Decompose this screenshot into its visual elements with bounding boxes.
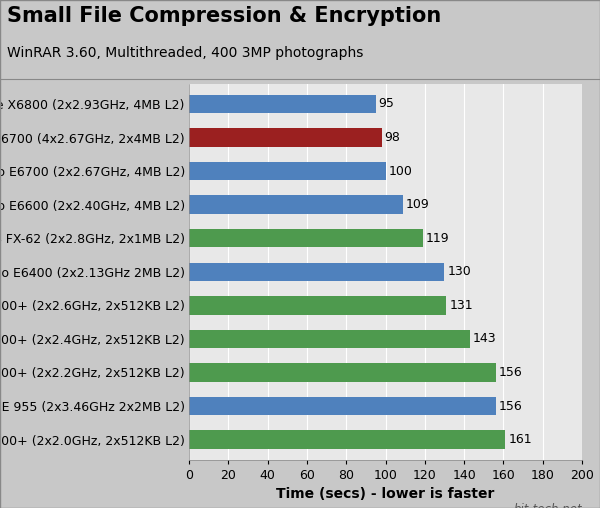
- Text: 98: 98: [385, 131, 400, 144]
- Text: 156: 156: [499, 399, 522, 412]
- Text: 131: 131: [449, 299, 473, 312]
- Text: WinRAR 3.60, Multithreaded, 400 3MP photographs: WinRAR 3.60, Multithreaded, 400 3MP phot…: [7, 46, 364, 59]
- Text: 130: 130: [448, 265, 471, 278]
- Bar: [189, 296, 446, 314]
- Bar: [189, 94, 376, 113]
- Bar: [189, 430, 505, 449]
- Text: 95: 95: [379, 98, 394, 110]
- Text: 119: 119: [426, 232, 449, 245]
- Text: 143: 143: [473, 332, 497, 345]
- Text: 109: 109: [406, 198, 430, 211]
- Bar: [189, 263, 445, 281]
- Bar: [189, 229, 423, 247]
- Bar: [189, 196, 403, 214]
- Bar: [189, 330, 470, 348]
- Text: 161: 161: [508, 433, 532, 446]
- Text: 100: 100: [388, 165, 412, 178]
- Text: 156: 156: [499, 366, 522, 379]
- Bar: [189, 129, 382, 147]
- Bar: [189, 397, 496, 415]
- Bar: [189, 162, 386, 180]
- Text: Small File Compression & Encryption: Small File Compression & Encryption: [7, 6, 442, 25]
- X-axis label: Time (secs) - lower is faster: Time (secs) - lower is faster: [277, 487, 494, 501]
- Text: bit-tech.net: bit-tech.net: [514, 503, 582, 508]
- Bar: [189, 363, 496, 382]
